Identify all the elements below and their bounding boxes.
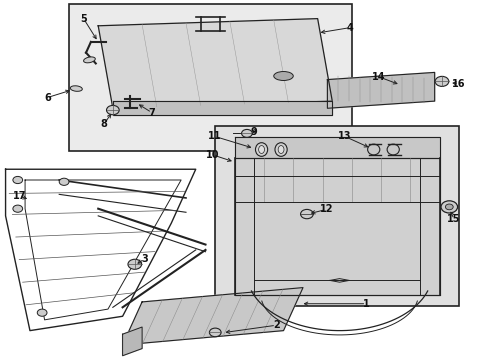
Text: 1: 1	[362, 299, 369, 309]
Ellipse shape	[255, 143, 267, 156]
Ellipse shape	[258, 145, 264, 153]
Text: 2: 2	[272, 320, 279, 330]
Circle shape	[106, 105, 119, 115]
Polygon shape	[327, 72, 434, 108]
FancyBboxPatch shape	[69, 4, 351, 151]
Text: 3: 3	[141, 254, 147, 264]
Circle shape	[13, 205, 22, 212]
Circle shape	[37, 309, 47, 316]
Ellipse shape	[83, 57, 95, 63]
Text: 17: 17	[13, 191, 26, 201]
Text: 4: 4	[346, 23, 353, 33]
Text: 6: 6	[44, 93, 51, 103]
Circle shape	[434, 76, 448, 86]
Text: 11: 11	[207, 131, 221, 141]
Text: 14: 14	[371, 72, 385, 82]
Ellipse shape	[278, 145, 284, 153]
Polygon shape	[122, 288, 303, 345]
Circle shape	[59, 178, 69, 185]
Ellipse shape	[70, 86, 82, 91]
Circle shape	[209, 328, 221, 337]
Text: 13: 13	[337, 131, 350, 141]
Text: 9: 9	[250, 127, 257, 136]
Text: 16: 16	[451, 79, 465, 89]
Text: 12: 12	[319, 204, 332, 215]
Circle shape	[128, 259, 142, 269]
Circle shape	[241, 130, 252, 137]
Circle shape	[300, 210, 313, 219]
Circle shape	[445, 204, 452, 210]
Text: 7: 7	[148, 108, 155, 118]
Circle shape	[13, 176, 22, 184]
Ellipse shape	[274, 143, 286, 156]
Circle shape	[440, 201, 457, 213]
Ellipse shape	[386, 144, 399, 155]
Text: 10: 10	[205, 150, 219, 160]
FancyBboxPatch shape	[215, 126, 458, 306]
Ellipse shape	[273, 72, 293, 81]
Text: 15: 15	[447, 215, 460, 224]
Polygon shape	[98, 19, 331, 108]
Text: 8: 8	[101, 119, 107, 129]
Polygon shape	[234, 158, 439, 295]
Polygon shape	[234, 137, 439, 158]
Polygon shape	[113, 101, 331, 116]
Text: 5: 5	[80, 14, 87, 24]
Polygon shape	[122, 327, 142, 356]
Ellipse shape	[367, 144, 379, 155]
